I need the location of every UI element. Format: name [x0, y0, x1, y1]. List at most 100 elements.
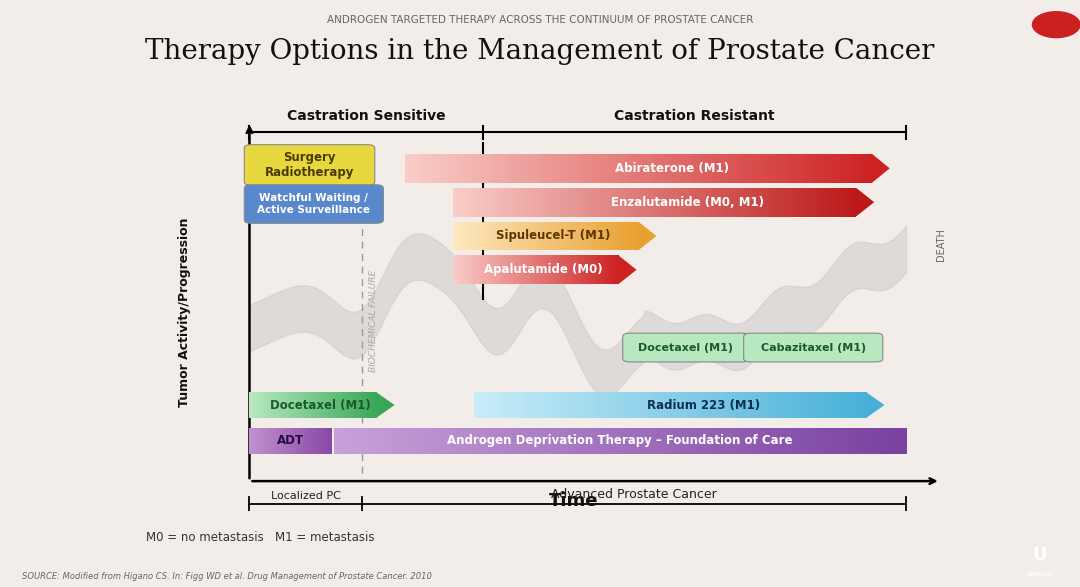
Bar — [766, 188, 769, 217]
Bar — [503, 222, 505, 250]
Bar — [545, 154, 550, 183]
Bar — [602, 392, 605, 418]
Bar — [537, 188, 540, 217]
Bar — [752, 188, 756, 217]
Bar — [653, 429, 659, 454]
Bar — [735, 154, 740, 183]
Bar — [882, 429, 888, 454]
Bar — [839, 429, 845, 454]
Bar — [354, 392, 355, 418]
Bar — [826, 188, 829, 217]
Bar — [563, 255, 565, 284]
Bar — [716, 154, 720, 183]
Text: Castration Sensitive: Castration Sensitive — [287, 109, 445, 123]
Bar — [526, 154, 530, 183]
Bar — [658, 188, 661, 217]
Polygon shape — [872, 154, 890, 183]
Bar — [782, 392, 785, 418]
Bar — [573, 222, 576, 250]
Bar — [513, 188, 517, 217]
Bar — [471, 255, 472, 284]
Bar — [831, 392, 834, 418]
Bar — [375, 392, 376, 418]
Bar — [509, 255, 511, 284]
Bar — [424, 154, 429, 183]
Bar — [511, 222, 513, 250]
Bar — [513, 255, 515, 284]
Bar — [595, 222, 597, 250]
Bar — [588, 255, 590, 284]
Text: Advanced Prostate Cancer: Advanced Prostate Cancer — [551, 488, 717, 501]
Polygon shape — [377, 392, 394, 418]
Bar — [553, 392, 556, 418]
Bar — [740, 154, 744, 183]
Bar — [593, 222, 595, 250]
Bar — [528, 222, 530, 250]
Bar — [307, 429, 308, 454]
Bar — [845, 154, 849, 183]
Bar — [592, 255, 594, 284]
Bar — [701, 154, 705, 183]
Bar — [542, 255, 544, 284]
Bar — [607, 222, 609, 250]
Bar — [535, 255, 536, 284]
Bar — [801, 429, 807, 454]
Bar — [549, 429, 554, 454]
Bar — [306, 429, 307, 454]
Bar — [481, 255, 482, 284]
Bar — [532, 392, 537, 418]
Bar — [456, 154, 460, 183]
Bar — [496, 255, 497, 284]
Bar — [298, 429, 299, 454]
Bar — [821, 392, 824, 418]
Bar — [257, 429, 258, 454]
Bar — [279, 429, 280, 454]
Bar — [305, 429, 306, 454]
Bar — [555, 222, 556, 250]
Bar — [462, 188, 467, 217]
Bar — [523, 222, 524, 250]
Bar — [631, 154, 635, 183]
Bar — [294, 429, 295, 454]
Bar — [291, 429, 292, 454]
Bar — [543, 255, 545, 284]
Bar — [605, 255, 606, 284]
Text: DEATH: DEATH — [935, 228, 946, 261]
Bar — [792, 429, 797, 454]
Bar — [569, 392, 572, 418]
Bar — [553, 429, 558, 454]
Bar — [525, 255, 526, 284]
Bar — [584, 222, 586, 250]
Bar — [352, 392, 353, 418]
Bar — [673, 154, 677, 183]
Bar — [671, 392, 674, 418]
Bar — [253, 429, 254, 454]
Bar — [585, 392, 589, 418]
Bar — [289, 429, 291, 454]
Bar — [731, 188, 735, 217]
Bar — [734, 429, 740, 454]
Bar — [847, 392, 850, 418]
Bar — [650, 392, 654, 418]
Bar — [477, 222, 480, 250]
Bar — [473, 255, 475, 284]
Bar — [366, 392, 367, 418]
Bar — [322, 429, 323, 454]
Bar — [289, 392, 292, 418]
Bar — [767, 154, 771, 183]
Bar — [848, 154, 852, 183]
Bar — [665, 154, 670, 183]
Bar — [796, 188, 799, 217]
Bar — [307, 429, 308, 454]
Bar — [382, 429, 387, 454]
Bar — [811, 429, 816, 454]
Bar — [287, 429, 289, 454]
Bar — [486, 188, 490, 217]
Bar — [353, 392, 354, 418]
Bar — [715, 429, 720, 454]
Bar — [771, 392, 775, 418]
Bar — [700, 392, 703, 418]
Bar — [630, 429, 635, 454]
Bar — [556, 222, 558, 250]
Bar — [363, 429, 368, 454]
